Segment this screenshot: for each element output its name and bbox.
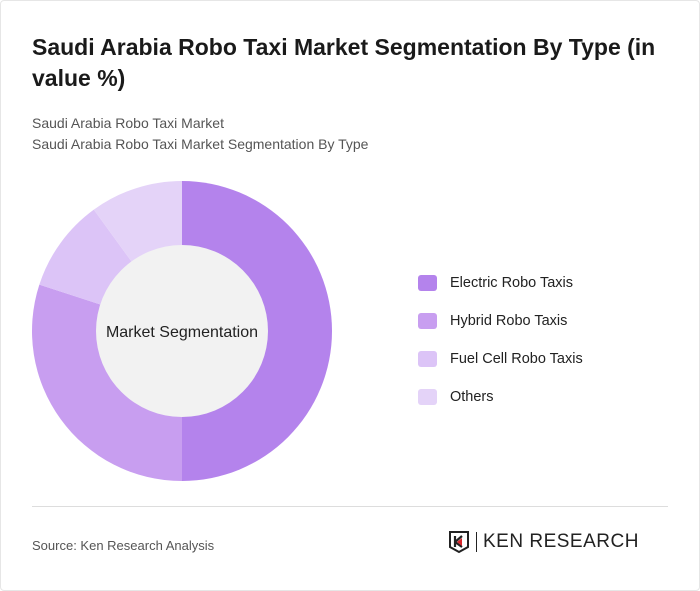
legend-label: Hybrid Robo Taxis bbox=[450, 313, 568, 329]
logo-text: KEN RESEARCH bbox=[483, 531, 639, 552]
legend-label: Fuel Cell Robo Taxis bbox=[450, 351, 583, 367]
source-note: Source: Ken Research Analysis bbox=[32, 538, 215, 553]
ken-research-logo: KEN RESEARCH bbox=[448, 530, 639, 554]
legend: Electric Robo Taxis Hybrid Robo Taxis Fu… bbox=[418, 264, 583, 416]
donut-center-label: Market Segmentation bbox=[106, 324, 258, 341]
legend-swatch bbox=[418, 351, 437, 367]
ken-logo-icon bbox=[449, 531, 469, 554]
legend-label: Electric Robo Taxis bbox=[450, 275, 574, 291]
donut-hole bbox=[96, 245, 268, 417]
chart-subtitle-segmentation: Saudi Arabia Robo Taxi Market Segmentati… bbox=[32, 136, 369, 152]
legend-item: Others bbox=[418, 378, 583, 416]
legend-item: Fuel Cell Robo Taxis bbox=[418, 340, 583, 378]
divider bbox=[32, 506, 668, 507]
legend-swatch bbox=[418, 313, 437, 329]
legend-item: Electric Robo Taxis bbox=[418, 264, 583, 302]
chart-title: Saudi Arabia Robo Taxi Market Segmentati… bbox=[32, 34, 656, 91]
donut-chart: Market Segmentation bbox=[31, 181, 332, 481]
logo-separator bbox=[476, 532, 477, 552]
legend-item: Hybrid Robo Taxis bbox=[418, 302, 583, 340]
chart-subtitle-market: Saudi Arabia Robo Taxi Market bbox=[32, 115, 224, 131]
legend-swatch bbox=[418, 389, 437, 405]
legend-label: Others bbox=[450, 389, 494, 405]
legend-swatch bbox=[418, 275, 437, 291]
